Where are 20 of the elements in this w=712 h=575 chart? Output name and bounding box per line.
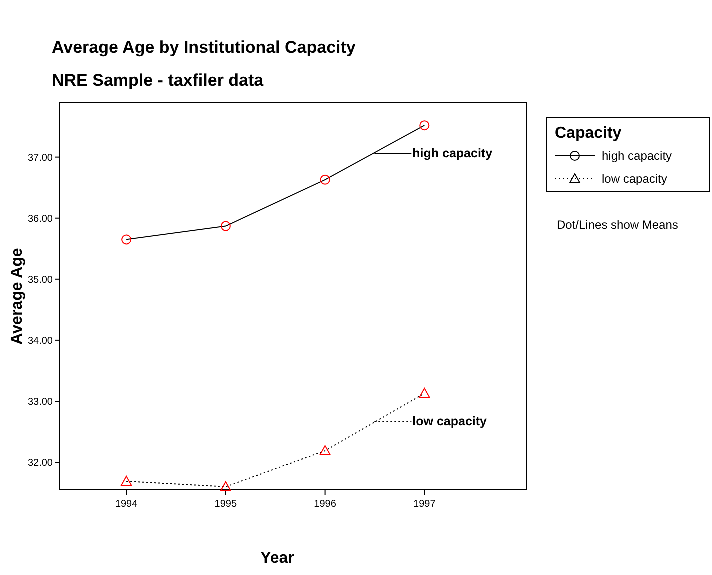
y-tick-label: 34.00 bbox=[28, 336, 54, 347]
legend-label: high capacity bbox=[412, 146, 493, 161]
text: low capacity bbox=[602, 172, 668, 186]
x-tick-label: 1994 bbox=[115, 499, 138, 510]
y-axis-title: Average Age bbox=[9, 248, 26, 345]
y-tick-label: 32.00 bbox=[28, 458, 54, 470]
legend-label: low capacity bbox=[412, 414, 488, 429]
text: high capacity bbox=[602, 149, 672, 163]
x-tick-label: 1997 bbox=[414, 499, 436, 510]
text: Dot/Lines show Means bbox=[557, 218, 678, 232]
x-tick-label: 1996 bbox=[314, 499, 337, 510]
y-tick-label: 35.00 bbox=[28, 274, 54, 286]
legend-title: Capacity bbox=[555, 125, 622, 142]
y-tick-label: 33.00 bbox=[28, 396, 54, 408]
y-tick-label: 36.00 bbox=[28, 214, 54, 225]
y-tick-label: 37.00 bbox=[28, 152, 54, 164]
x-tick-label: 1995 bbox=[214, 499, 238, 510]
chart-subtitle: NRE Sample - taxfiler data bbox=[52, 71, 264, 90]
x-axis-title: Year bbox=[260, 550, 294, 567]
chart-title: Average Age by Institutional Capacity bbox=[52, 38, 356, 57]
